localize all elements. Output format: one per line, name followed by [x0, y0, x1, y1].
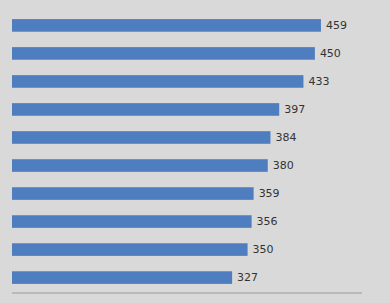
bar: [12, 159, 268, 172]
data-label: 397: [284, 103, 305, 116]
bar: [12, 19, 321, 32]
data-label: 380: [273, 159, 294, 172]
data-label: 459: [326, 19, 347, 32]
labels: 459 450 433 397 384 380 359 356 350 327: [237, 19, 347, 284]
bar: [12, 187, 254, 200]
bar: [12, 215, 252, 228]
bar: [12, 243, 248, 256]
background: [0, 0, 390, 303]
bar: [12, 75, 303, 88]
chart: 459 450 433 397 384 380 359 356 350 327: [0, 0, 390, 303]
data-label: 450: [320, 47, 341, 60]
data-label: 384: [275, 131, 296, 144]
bars: [12, 19, 321, 284]
bar: [12, 47, 315, 60]
bar: [12, 131, 270, 144]
bar: [12, 103, 279, 116]
data-label: 356: [257, 215, 278, 228]
data-label: 359: [259, 187, 280, 200]
bar: [12, 271, 232, 284]
value-axis-line: [12, 293, 362, 294]
data-label: 433: [308, 75, 329, 88]
chart-container: 459 450 433 397 384 380 359 356 350 327: [0, 0, 390, 303]
data-label: 327: [237, 271, 258, 284]
data-label: 350: [253, 243, 274, 256]
